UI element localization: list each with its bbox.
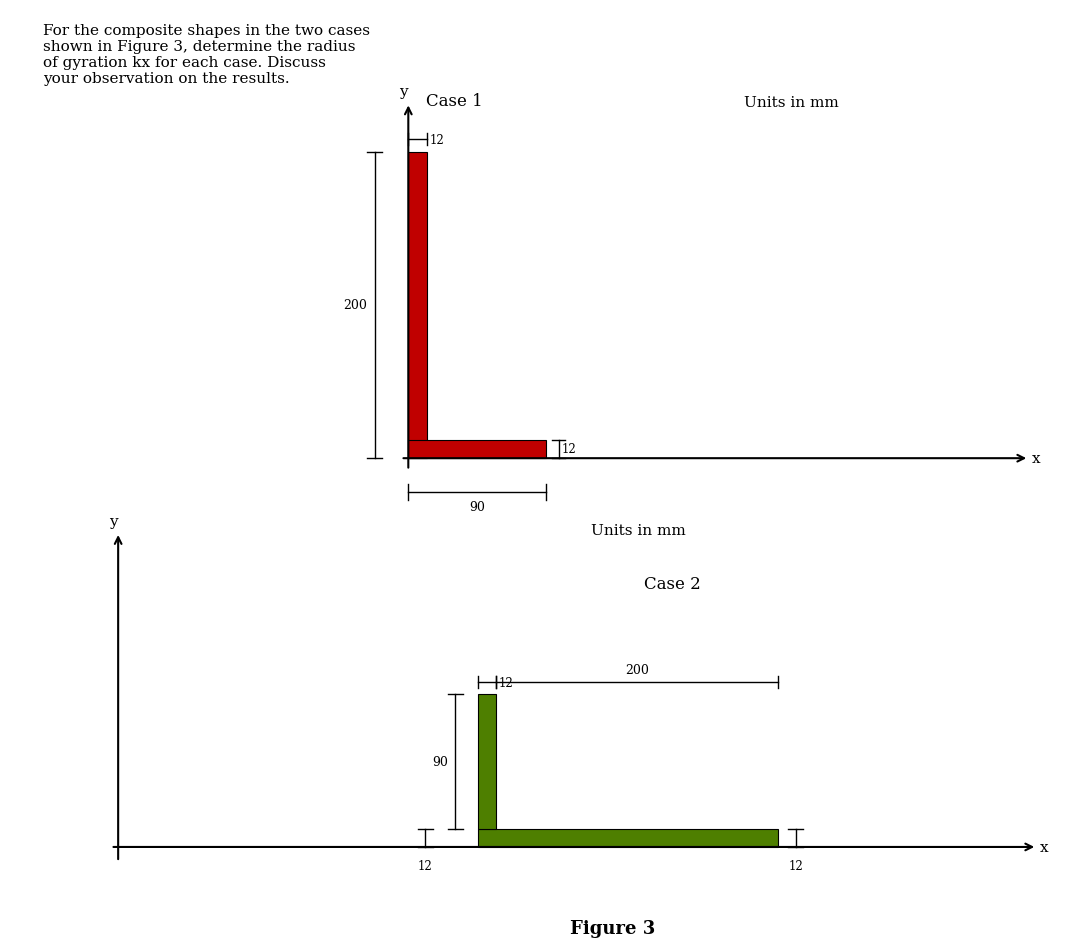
- Text: Case 1: Case 1: [426, 92, 483, 109]
- Text: Figure 3: Figure 3: [570, 919, 656, 937]
- Text: 12: 12: [430, 133, 445, 147]
- Text: y: y: [109, 514, 118, 528]
- Text: 12: 12: [788, 859, 804, 872]
- Bar: [478, 694, 496, 829]
- Text: x: x: [1040, 840, 1049, 854]
- Bar: [408, 152, 427, 459]
- Text: 200: 200: [343, 299, 367, 312]
- Text: Case 2: Case 2: [645, 576, 701, 592]
- Bar: [478, 829, 778, 847]
- Text: x: x: [1032, 451, 1041, 466]
- Bar: [408, 441, 546, 459]
- Text: 12: 12: [418, 859, 433, 872]
- Text: Units in mm: Units in mm: [591, 523, 686, 537]
- Text: 200: 200: [625, 664, 649, 676]
- Text: 12: 12: [499, 676, 514, 689]
- Text: 90: 90: [432, 755, 448, 768]
- Text: Units in mm: Units in mm: [744, 95, 839, 109]
- Text: 12: 12: [562, 443, 577, 456]
- Text: For the composite shapes in the two cases
shown in Figure 3, determine the radiu: For the composite shapes in the two case…: [43, 24, 370, 87]
- Text: 90: 90: [470, 500, 485, 513]
- Text: y: y: [400, 85, 408, 99]
